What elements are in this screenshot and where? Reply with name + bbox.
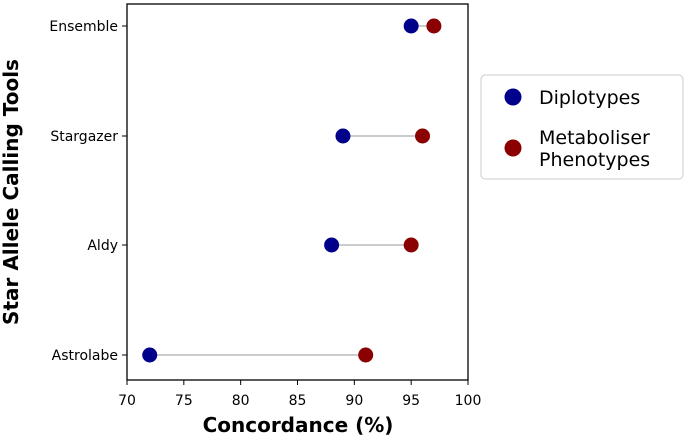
x-tick-label: 95: [402, 393, 420, 409]
x-tick-label: 80: [232, 393, 250, 409]
x-tick-label: 85: [289, 393, 307, 409]
legend-label: Metaboliser: [539, 127, 650, 149]
data-point: [358, 347, 374, 363]
data-point: [403, 18, 419, 34]
legend-marker: [504, 139, 522, 157]
y-tick-label: Stargazer: [50, 129, 118, 145]
data-point: [324, 237, 340, 253]
data-points: [142, 18, 442, 363]
x-axis: 70 75 80 85 90 95 100: [118, 380, 481, 409]
y-tick-label: Astrolabe: [52, 348, 118, 364]
data-point: [403, 237, 419, 253]
x-tick-label: 100: [455, 393, 482, 409]
data-point: [415, 128, 431, 144]
legend-frame: [480, 74, 684, 180]
y-tick-label: Aldy: [87, 238, 118, 254]
y-axis: Ensemble Stargazer Aldy Astrolabe: [49, 19, 127, 364]
plot-frame: [126, 3, 469, 381]
x-tick-label: 90: [345, 393, 363, 409]
data-point: [142, 347, 158, 363]
legend-label: Diplotypes: [539, 87, 640, 109]
x-tick-label: 75: [175, 393, 193, 409]
x-axis-title: Concordance (%): [203, 413, 394, 436]
data-point: [426, 18, 442, 34]
data-point: [335, 128, 351, 144]
y-axis-title: Star Allele Calling Tools: [0, 59, 23, 325]
legend-label: Phenotypes: [539, 149, 650, 171]
y-tick-label: Ensemble: [49, 19, 118, 35]
x-tick-label: 70: [118, 393, 136, 409]
legend-marker: [504, 88, 522, 106]
connector-lines: [149, 25, 434, 356]
